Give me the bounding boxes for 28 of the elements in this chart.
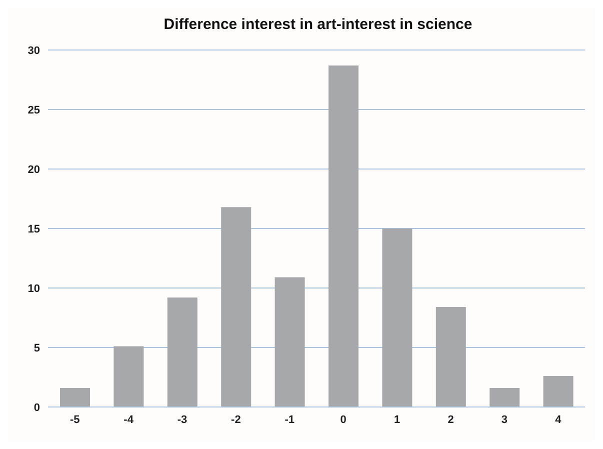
- x-tick-label: -2: [231, 414, 241, 426]
- x-tick-label: -3: [177, 414, 188, 426]
- x-tick-label: -4: [124, 414, 134, 426]
- bar: [328, 65, 358, 407]
- bar: [543, 376, 574, 407]
- y-tick-label: 15: [28, 223, 40, 236]
- y-tick-label: 25: [28, 104, 40, 116]
- bar: [221, 207, 252, 407]
- x-tick-label: -1: [284, 414, 295, 426]
- y-tick-label: 0: [34, 402, 40, 414]
- y-tick-label: 20: [28, 164, 40, 176]
- y-tick-label: 5: [34, 342, 40, 354]
- bar: [436, 307, 466, 407]
- x-tick-label: 4: [555, 414, 562, 426]
- x-tick-label: 1: [394, 414, 400, 426]
- y-tick-label: 10: [28, 282, 40, 295]
- x-tick-label: -5: [70, 414, 80, 426]
- x-tick-label: 0: [340, 414, 346, 426]
- bar: [274, 277, 305, 407]
- x-tick-label: 3: [501, 414, 508, 426]
- bar: [382, 228, 412, 407]
- bar: [60, 388, 90, 407]
- chart-title: Difference interest in art-interest in science: [162, 16, 474, 33]
- y-tick-label: 30: [28, 44, 40, 57]
- x-tick-label: 2: [448, 414, 454, 426]
- bar: [167, 298, 198, 407]
- bar: [114, 346, 144, 407]
- bar: [490, 388, 520, 407]
